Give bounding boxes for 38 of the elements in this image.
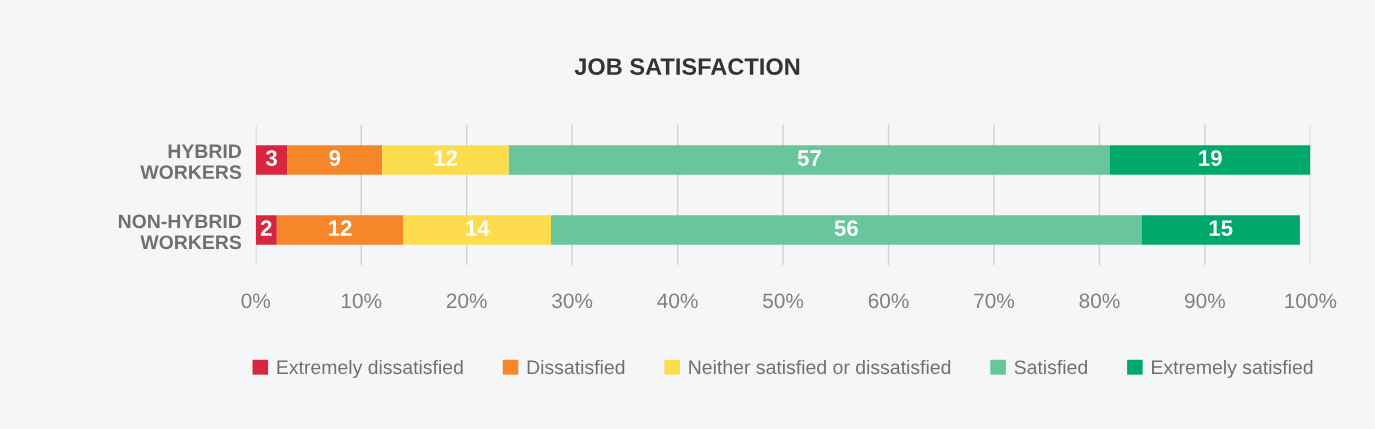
bar	[382, 145, 509, 175]
x-tick-label: 0%	[241, 293, 271, 309]
bar	[551, 215, 1142, 245]
y-tick-label: NON-HYBRID WORKERS	[118, 214, 242, 250]
bar	[403, 215, 552, 245]
data-label: 9	[329, 150, 341, 166]
data-label: 3	[265, 150, 277, 166]
x-tick-label: 20%	[446, 293, 487, 309]
x-tick-label: 70%	[974, 293, 1015, 309]
x-tick-label: 10%	[341, 293, 382, 309]
x-tick-label: 90%	[1185, 293, 1226, 309]
data-label: 19	[1199, 150, 1222, 166]
data-label: 56	[834, 220, 858, 237]
data-label: 2	[260, 220, 272, 236]
bar	[287, 145, 383, 175]
y-tick-label: HYBRID WORKERS	[140, 144, 242, 180]
x-tick-label: 30%	[552, 293, 593, 309]
bar	[508, 145, 1110, 175]
x-tick-label: 50%	[763, 293, 804, 309]
data-label: 12	[434, 150, 458, 166]
legend-label: Satisfied	[1014, 359, 1087, 375]
x-tick-label: 60%	[868, 293, 909, 309]
legend-label: Neither satisfied or dissatisfied	[689, 359, 951, 375]
data-label: 14	[466, 220, 490, 236]
x-tick-label: 80%	[1079, 293, 1120, 309]
bar	[276, 215, 404, 245]
chart-title: JOB SATISFACTION	[574, 58, 800, 75]
bar	[1141, 215, 1300, 245]
bar	[1110, 145, 1311, 175]
data-label: 15	[1209, 220, 1233, 237]
x-tick-label: 40%	[657, 293, 698, 309]
legend-label: Dissatisfied	[527, 359, 625, 375]
data-label: 12	[329, 220, 352, 236]
x-tick-label: 100%	[1285, 293, 1337, 309]
legend-label: Extremely satisfied	[1152, 359, 1313, 379]
bar	[255, 145, 288, 175]
legend-label: Extremely dissatisfied	[277, 359, 463, 379]
data-label: 57	[797, 150, 821, 166]
